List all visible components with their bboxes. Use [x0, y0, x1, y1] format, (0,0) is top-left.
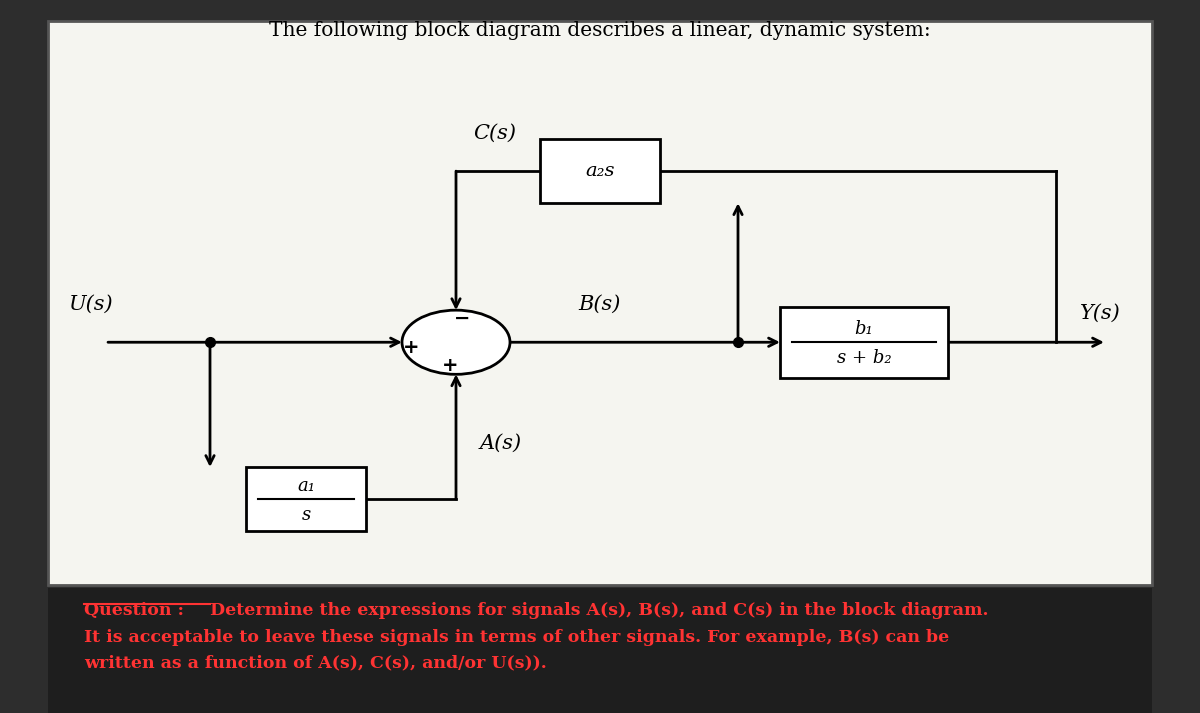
- Text: Determine the expressions for signals A(s), B(s), and C(s) in the block diagram.: Determine the expressions for signals A(…: [210, 602, 989, 620]
- FancyBboxPatch shape: [246, 467, 366, 531]
- Text: B(s): B(s): [578, 294, 622, 314]
- Text: s: s: [301, 506, 311, 524]
- Text: with a₁ = 2, a₂ = 3, b₁ = 7, and b₂ = 8.: with a₁ = 2, a₂ = 3, b₁ = 7, and b₂ = 8.: [84, 632, 466, 651]
- Circle shape: [402, 310, 510, 374]
- Text: +: +: [442, 356, 458, 375]
- Text: s + b₂: s + b₂: [836, 349, 892, 367]
- Text: +: +: [403, 339, 420, 357]
- FancyBboxPatch shape: [540, 139, 660, 203]
- Text: Question :: Question :: [84, 602, 190, 620]
- Text: a₁: a₁: [298, 477, 314, 496]
- Text: Y(s): Y(s): [1080, 304, 1121, 323]
- Text: U(s): U(s): [67, 294, 113, 314]
- Text: written as a function of A(s), C(s), and/or U(s)).: written as a function of A(s), C(s), and…: [84, 655, 547, 672]
- Text: The following block diagram describes a linear, dynamic system:: The following block diagram describes a …: [269, 21, 931, 41]
- Text: It is acceptable to leave these signals in terms of other signals. For example, : It is acceptable to leave these signals …: [84, 629, 949, 646]
- Text: C(s): C(s): [473, 123, 516, 143]
- Text: A(s): A(s): [480, 434, 522, 453]
- Text: a₂s: a₂s: [586, 162, 614, 180]
- Text: b₁: b₁: [854, 320, 874, 339]
- Text: −: −: [454, 309, 470, 328]
- FancyBboxPatch shape: [780, 307, 948, 378]
